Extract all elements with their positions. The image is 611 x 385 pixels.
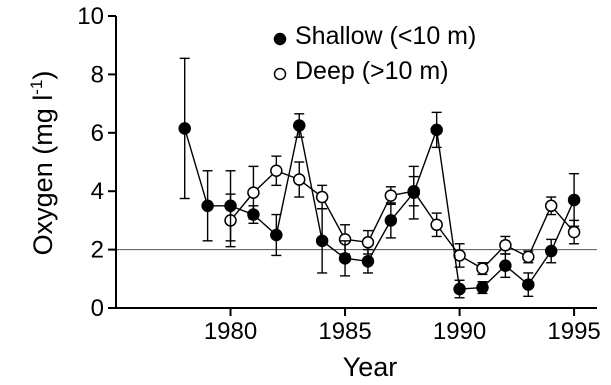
data-point-shallow <box>384 214 398 227</box>
legend: Shallow (<10 m) Deep (>10 m) <box>273 22 476 85</box>
series-line-deep <box>229 169 575 270</box>
data-point-shallow <box>201 199 214 213</box>
data-point-deep <box>430 218 443 232</box>
data-point-deep <box>499 238 512 252</box>
legend-label-deep: Deep (>10 m) <box>295 57 449 85</box>
y-tick-label: 8 <box>91 61 104 88</box>
data-point-shallow <box>361 255 375 268</box>
x-tick-label: 1990 <box>433 318 486 345</box>
data-point-deep <box>567 225 581 239</box>
data-point-shallow <box>292 119 306 132</box>
y-tick-label: 6 <box>91 120 104 147</box>
series-layer <box>178 57 581 299</box>
data-point-shallow <box>178 122 191 135</box>
x-tick-label: 1985 <box>318 318 371 345</box>
x-axis-title: Year <box>343 352 398 382</box>
legend-marker-shallow <box>273 32 287 46</box>
data-point-shallow <box>270 228 283 242</box>
x-tick-label: 1995 <box>547 318 600 345</box>
y-tick-label: 10 <box>77 3 104 30</box>
data-point-shallow <box>430 123 443 137</box>
y-axis-title-superscript: -1 <box>27 80 46 95</box>
data-point-deep <box>247 186 260 199</box>
data-point-shallow <box>315 234 329 248</box>
data-point-shallow <box>338 252 352 265</box>
data-point-shallow <box>499 259 512 272</box>
y-axis-title-close: ) <box>28 71 58 80</box>
series-line-shallow <box>184 125 575 290</box>
data-point-deep <box>315 190 329 204</box>
data-point-shallow <box>247 208 260 221</box>
data-point-shallow <box>544 244 558 258</box>
data-point-deep <box>476 262 489 275</box>
data-point-deep <box>384 189 398 202</box>
data-point-shallow <box>224 199 237 213</box>
data-point-deep <box>270 164 283 178</box>
legend-label-shallow: Shallow (<10 m) <box>295 22 476 50</box>
y-tick-label: 0 <box>91 295 104 322</box>
data-point-shallow <box>522 278 535 291</box>
data-point-shallow <box>407 186 421 199</box>
y-axis-title-main: Oxygen (mg l <box>28 95 58 256</box>
y-tick-label: 4 <box>91 178 104 205</box>
y-axis-title: Oxygen (mg l-1) <box>27 71 58 256</box>
legend-marker-deep <box>273 67 287 81</box>
data-point-deep <box>544 199 558 213</box>
data-point-deep <box>361 236 375 249</box>
data-point-shallow <box>453 282 466 296</box>
axes-layer: 0 2 4 6 8 10 1980 1985 1990 1995 <box>77 3 600 345</box>
data-point-shallow <box>476 281 489 294</box>
data-point-shallow <box>567 193 581 207</box>
data-point-deep <box>522 250 535 264</box>
data-point-deep <box>292 173 306 186</box>
x-tick-label: 1980 <box>204 318 257 345</box>
y-tick-label: 2 <box>91 237 104 264</box>
